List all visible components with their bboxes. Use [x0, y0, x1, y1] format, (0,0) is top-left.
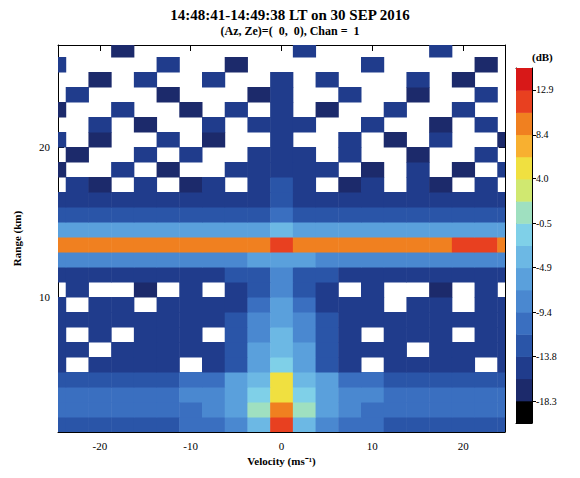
svg-text:-13.8: -13.8 — [536, 351, 557, 362]
svg-text:12.9: 12.9 — [536, 84, 554, 95]
svg-text:Velocity (ms⁻¹): Velocity (ms⁻¹) — [247, 455, 316, 468]
svg-text:20: 20 — [458, 440, 470, 452]
svg-text:10: 10 — [367, 440, 379, 452]
svg-text:-4.9: -4.9 — [536, 262, 552, 273]
svg-text:-0.5: -0.5 — [536, 218, 552, 229]
svg-text:-20: -20 — [92, 440, 107, 452]
svg-text:(Az, Ze)=( 0, 0), Chan = 1: (Az, Ze)=( 0, 0), Chan = 1 — [221, 24, 360, 38]
svg-text:0: 0 — [279, 440, 285, 452]
svg-text:Range (km): Range (km) — [11, 211, 24, 267]
svg-text:20: 20 — [39, 141, 51, 153]
svg-text:10: 10 — [39, 291, 51, 303]
svg-text:-10: -10 — [183, 440, 198, 452]
svg-text:4.0: 4.0 — [536, 173, 549, 184]
svg-text:-18.3: -18.3 — [536, 396, 557, 407]
svg-text:-9.4: -9.4 — [536, 307, 552, 318]
svg-text:14:48:41-14:49:38 LT on 30 SEP: 14:48:41-14:49:38 LT on 30 SEP 2016 — [170, 7, 410, 23]
svg-text:8.4: 8.4 — [536, 129, 549, 140]
svg-text:(dB): (dB) — [532, 51, 553, 64]
